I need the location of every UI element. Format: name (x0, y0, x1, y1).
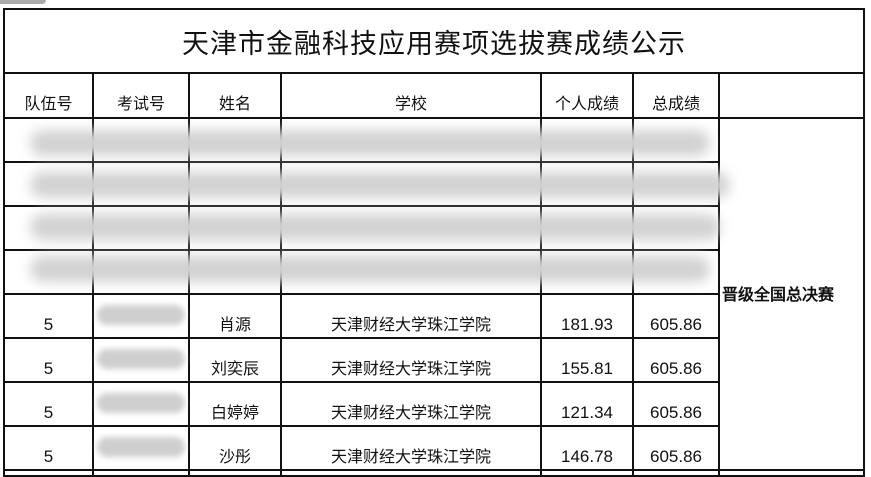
table-row: 5 肖源 天津财经大学珠江学院 181.93 605.86 (3, 293, 864, 339)
team-cell: 5 (3, 381, 94, 427)
window-tab (0, 0, 46, 4)
advancement-status: 晋级全国总决赛 (717, 117, 866, 471)
redaction-blur (30, 256, 710, 282)
school-cell: 天津财经大学珠江学院 (280, 293, 542, 339)
school-cell: 天津财经大学珠江学院 (280, 337, 542, 383)
exam-no-cell (92, 381, 190, 427)
partial-cell (632, 469, 720, 477)
name-cell: 刘奕辰 (188, 337, 282, 383)
total-cell: 605.86 (632, 381, 720, 427)
team-cell: 5 (3, 425, 94, 471)
exam-no-cell (92, 293, 190, 339)
next-row-partial (3, 469, 866, 477)
redaction-blur (30, 214, 720, 240)
score-cell: 146.78 (540, 425, 634, 471)
school-cell: 天津财经大学珠江学院 (280, 425, 542, 471)
exam-no-cell (92, 425, 190, 471)
page-title: 天津市金融科技应用赛项选拔赛成绩公示 (2, 8, 866, 74)
redaction-blur (97, 349, 185, 369)
school-cell: 天津财经大学珠江学院 (280, 381, 542, 427)
name-cell: 白婷婷 (188, 381, 282, 427)
name-cell: 肖源 (188, 293, 282, 339)
partial-cell (280, 469, 542, 477)
redaction-blur (30, 130, 710, 156)
header-score: 个人成绩 (540, 72, 634, 119)
partial-cell (540, 469, 634, 477)
table-row: 5 刘奕辰 天津财经大学珠江学院 155.81 605.86 (3, 337, 864, 383)
table-row: 5 白婷婷 天津财经大学珠江学院 121.34 605.86 (3, 381, 864, 427)
results-table: 天津市金融科技应用赛项选拔赛成绩公示 队伍号 考试号 姓名 学校 个人成绩 总成… (2, 8, 866, 477)
redaction-blur (97, 393, 185, 413)
redaction-blur (97, 305, 185, 325)
redaction-blur (97, 437, 185, 457)
team-cell: 5 (3, 293, 94, 339)
redaction-blur (30, 172, 730, 198)
team-cell: 5 (3, 337, 94, 383)
total-cell: 605.86 (632, 425, 720, 471)
partial-cell (92, 469, 190, 477)
partial-cell (717, 469, 866, 477)
score-cell: 181.93 (540, 293, 634, 339)
header-total: 总成绩 (632, 72, 720, 119)
partial-cell (3, 469, 94, 477)
total-cell: 605.86 (632, 337, 720, 383)
exam-no-cell (92, 337, 190, 383)
header-team: 队伍号 (3, 72, 94, 119)
score-cell: 155.81 (540, 337, 634, 383)
total-cell: 605.86 (632, 293, 720, 339)
header-name: 姓名 (188, 72, 282, 119)
header-school: 学校 (280, 72, 542, 119)
score-cell: 121.34 (540, 381, 634, 427)
header-row: 队伍号 考试号 姓名 学校 个人成绩 总成绩 (3, 72, 866, 119)
name-cell: 沙彤 (188, 425, 282, 471)
header-exam-no: 考试号 (92, 72, 190, 119)
header-status (717, 72, 866, 119)
partial-cell (188, 469, 282, 477)
